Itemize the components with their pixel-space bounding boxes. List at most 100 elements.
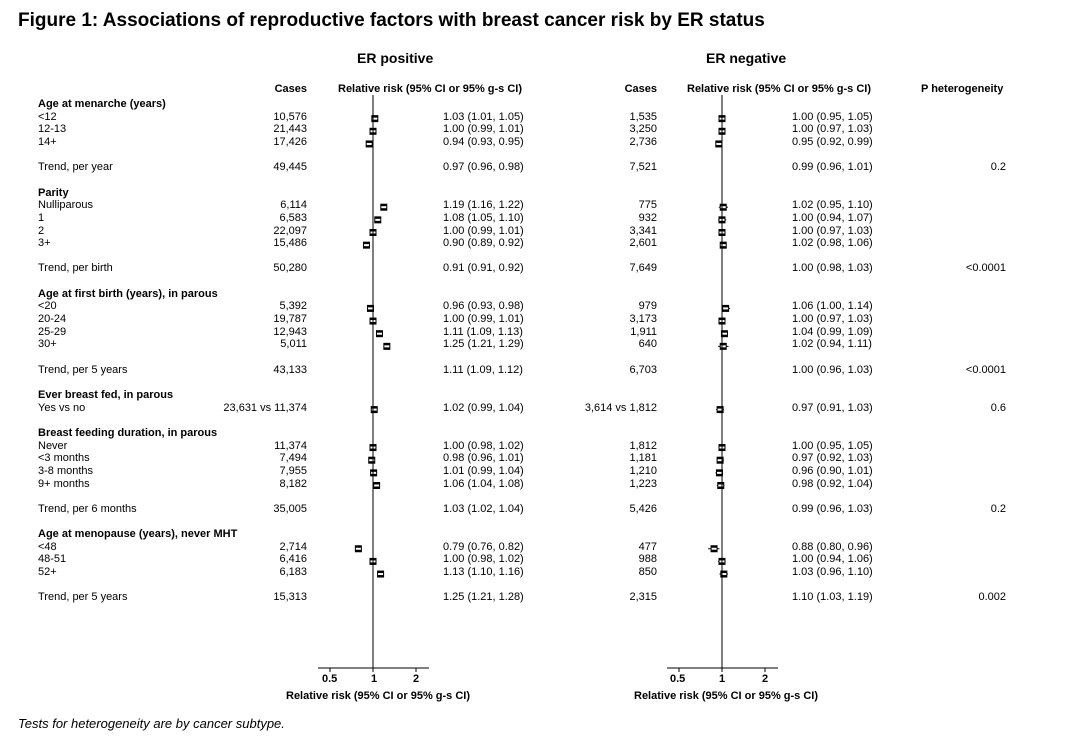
row-20-er-positive-cases: 11,374: [274, 439, 307, 452]
er-negative-x-axis-label: Relative risk (95% CI or 95% g-s CI): [634, 690, 819, 702]
row-13-er-negative-estimate: 1.00 (0.97, 1.03): [792, 313, 873, 326]
row-15-er-negative-estimate: 1.02 (0.94, 1.11): [792, 338, 872, 351]
row-28-er-negative-marker-center: [721, 573, 727, 576]
row-4-er-positive-estimate: 0.97 (0.96, 0.98): [443, 161, 524, 174]
row-7-er-positive-estimate: 1.08 (1.05, 1.10): [443, 211, 524, 224]
row-18-label: Yes vs no: [38, 401, 86, 414]
row-4-er-negative-estimate: 0.99 (0.96, 1.01): [792, 161, 873, 174]
row-12-er-negative-estimate: 1.06 (1.00, 1.14): [792, 300, 873, 313]
row-28-er-positive-estimate: 1.13 (1.10, 1.16): [443, 566, 524, 579]
row-16-p-heterogeneity: <0.0001: [965, 363, 1006, 376]
row-18-p-heterogeneity: 0.6: [990, 401, 1006, 414]
row-3-er-negative-marker-center: [716, 142, 722, 145]
row-22-er-positive-marker-center: [371, 471, 377, 474]
row-14-er-negative-marker-center: [721, 332, 727, 335]
row-10-er-positive-estimate: 0.91 (0.91, 0.92): [443, 262, 524, 275]
row-28-er-negative-cases: 850: [638, 566, 657, 579]
er-positive-rr-header: Relative risk (95% CI or 95% g-s CI): [338, 83, 523, 95]
row-10-label: Trend, per birth: [38, 262, 113, 275]
row-21-er-negative-estimate: 0.97 (0.92, 1.03): [792, 452, 873, 465]
row-24-label: Trend, per 6 months: [38, 502, 137, 515]
row-3-er-positive-marker-center: [366, 142, 372, 145]
er-positive-cases-header: Cases: [274, 83, 307, 95]
row-15-er-positive-cases: 5,011: [280, 338, 307, 351]
row-8-er-positive-estimate: 1.00 (0.99, 1.01): [443, 224, 524, 237]
p-heterogeneity-header: P heterogeneity: [921, 83, 1004, 95]
row-21-er-negative-marker-center: [717, 459, 723, 462]
row-6-er-positive-cases: 6,114: [280, 199, 307, 212]
row-22-er-negative-cases: 1,210: [629, 464, 657, 477]
row-28-er-negative-estimate: 1.03 (0.96, 1.10): [792, 566, 873, 579]
row-17-section-header: Ever breast fed, in parous: [38, 388, 174, 401]
row-14-er-positive-cases: 12,943: [273, 325, 307, 338]
row-12-er-negative-marker-center: [723, 307, 729, 310]
row-6-er-positive-marker-center: [381, 206, 387, 209]
row-15-er-negative-marker-center: [720, 345, 726, 348]
row-2-label: 12-13: [38, 123, 67, 136]
row-26-label: <48: [38, 540, 57, 553]
row-8-label: 2: [38, 224, 45, 237]
row-26-er-negative-estimate: 0.88 (0.80, 0.96): [792, 540, 873, 553]
row-9-er-positive-cases: 15,486: [273, 237, 307, 250]
row-0-section-header: Age at menarche (years): [38, 98, 166, 110]
row-7-er-positive-marker-center: [375, 218, 381, 221]
row-26-er-negative-cases: 477: [638, 540, 657, 553]
row-28-er-positive-marker-center: [378, 573, 384, 576]
er-positive-x-axis-label: Relative risk (95% CI or 95% g-s CI): [286, 690, 471, 702]
row-18-er-negative-estimate: 0.97 (0.91, 1.03): [792, 401, 873, 414]
row-2-er-positive-cases: 21,443: [273, 123, 307, 136]
row-23-er-negative-estimate: 0.98 (0.92, 1.04): [792, 477, 873, 490]
row-8-er-negative-cases: 3,341: [629, 224, 657, 237]
row-21-er-positive-marker-center: [369, 459, 375, 462]
row-19-section-header: Breast feeding duration, in parous: [38, 426, 218, 439]
row-20-er-positive-estimate: 1.00 (0.98, 1.02): [443, 439, 524, 452]
row-9-er-positive-estimate: 0.90 (0.89, 0.92): [443, 237, 524, 250]
row-7-er-negative-estimate: 1.00 (0.94, 1.07): [792, 211, 873, 224]
row-18-er-positive-marker-center: [371, 408, 377, 411]
row-25-section-header: Age at menopause (years), never MHT: [38, 528, 238, 541]
row-27-er-positive-cases: 6,416: [279, 553, 307, 566]
row-6-er-negative-estimate: 1.02 (0.95, 1.10): [792, 199, 873, 212]
row-29-er-negative-estimate: 1.10 (1.03, 1.19): [792, 591, 873, 604]
row-22-er-negative-estimate: 0.96 (0.90, 1.01): [792, 464, 873, 477]
row-14-er-negative-estimate: 1.04 (0.99, 1.09): [792, 325, 873, 338]
row-12-er-negative-cases: 979: [638, 300, 657, 313]
er-negative-title: ER negative: [706, 50, 787, 66]
row-4-label: Trend, per year: [38, 161, 113, 174]
row-20-label: Never: [38, 439, 68, 452]
row-18-er-negative-marker-center: [717, 408, 723, 411]
row-1-er-positive-cases: 10,576: [273, 110, 307, 123]
row-16-er-negative-cases: 6,703: [629, 363, 657, 376]
row-8-er-negative-estimate: 1.00 (0.97, 1.03): [792, 224, 873, 237]
row-3-label: 14+: [38, 135, 57, 148]
row-21-er-positive-estimate: 0.98 (0.96, 1.01): [443, 452, 524, 465]
row-22-er-positive-cases: 7,955: [279, 464, 307, 477]
row-23-er-positive-estimate: 1.06 (1.04, 1.08): [443, 477, 524, 490]
row-10-er-negative-estimate: 1.00 (0.98, 1.03): [792, 262, 873, 275]
row-15-er-negative-cases: 640: [638, 338, 657, 351]
row-1-er-negative-estimate: 1.00 (0.95, 1.05): [792, 110, 873, 123]
row-4-p-heterogeneity: 0.2: [990, 161, 1006, 174]
row-23-er-negative-cases: 1,223: [629, 477, 657, 490]
row-9-er-negative-estimate: 1.02 (0.98, 1.06): [792, 237, 873, 250]
row-23-er-positive-marker-center: [374, 484, 380, 487]
row-29-p-heterogeneity: 0.002: [978, 591, 1006, 604]
row-16-label: Trend, per 5 years: [38, 363, 128, 376]
row-8-er-positive-cases: 22,097: [273, 224, 307, 237]
row-18-er-positive-cases: 23,631 vs 11,374: [223, 401, 307, 414]
er-positive-tick-0.5: 0.5: [322, 673, 338, 685]
er-negative-rr-header: Relative risk (95% CI or 95% g-s CI): [687, 83, 872, 95]
row-26-er-positive-marker-center: [355, 547, 361, 550]
row-29-label: Trend, per 5 years: [38, 591, 128, 604]
row-16-er-negative-estimate: 1.00 (0.96, 1.03): [792, 363, 873, 376]
row-6-label: Nulliparous: [38, 199, 94, 212]
row-7-er-negative-cases: 932: [638, 211, 657, 224]
row-10-er-negative-cases: 7,649: [629, 262, 657, 275]
row-24-er-negative-cases: 5,426: [629, 502, 657, 515]
row-20-er-negative-cases: 1,812: [629, 439, 657, 452]
row-27-er-negative-cases: 988: [638, 553, 657, 566]
row-4-er-negative-cases: 7,521: [629, 161, 657, 174]
row-23-er-negative-marker-center: [718, 484, 724, 487]
row-28-er-positive-cases: 6,183: [279, 566, 307, 579]
row-22-label: 3-8 months: [38, 464, 94, 477]
